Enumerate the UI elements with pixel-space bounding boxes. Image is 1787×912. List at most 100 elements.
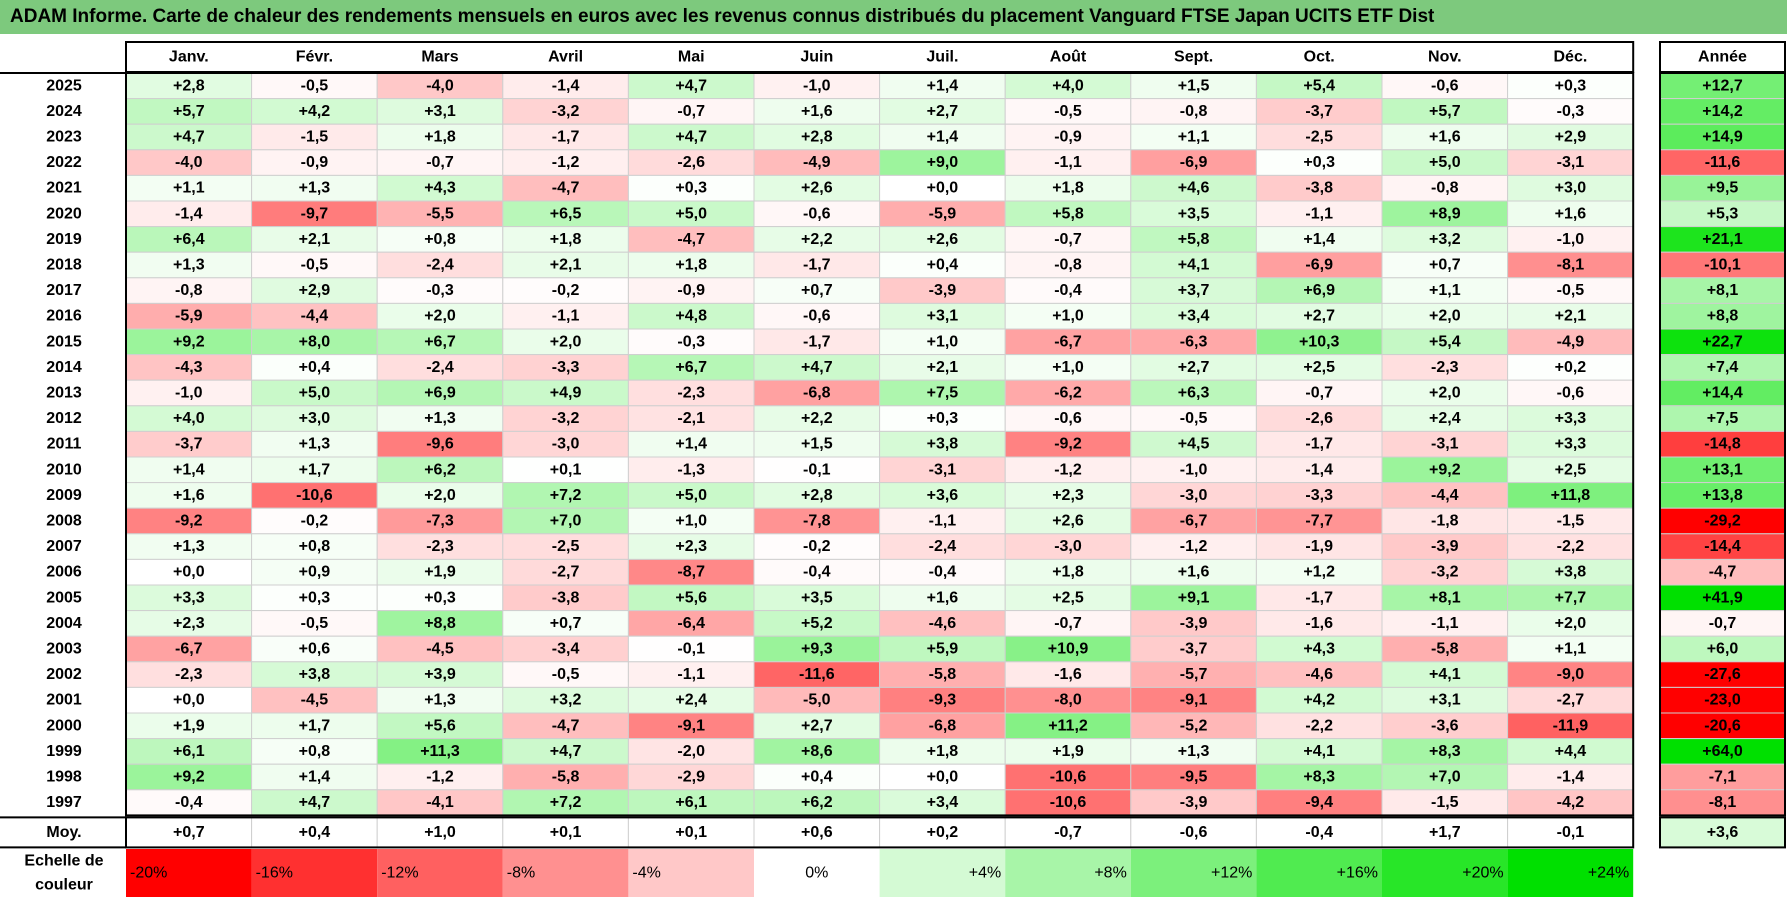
- heat-cell-1998-10: [1255, 763, 1383, 791]
- annual-cell-2008: [1659, 507, 1786, 535]
- cell-value-2023-1: +4,7: [173, 129, 205, 146]
- avg-value-4: +0,1: [550, 824, 582, 841]
- cell-value-2006-12: +3,8: [1555, 564, 1587, 581]
- cell-value-2025-4: -1,4: [552, 77, 580, 94]
- cell-value-2005-10: -1,7: [1305, 589, 1333, 606]
- month-header-11: Nov.: [1428, 49, 1461, 66]
- cell-value-2009-12: +11,8: [1551, 487, 1591, 504]
- cell-value-2007-4: -2,5: [552, 538, 580, 555]
- heat-cell-2023-4: [502, 123, 629, 151]
- cell-value-2016-10: +2,7: [1303, 308, 1335, 325]
- cell-value-2025-7: +1,4: [927, 77, 959, 94]
- heat-cell-2010-3: [376, 456, 504, 484]
- scale-label-1: -20%: [130, 865, 167, 882]
- cell-value-2018-7: +0,4: [927, 257, 959, 274]
- cell-value-2002-3: +3,9: [424, 666, 456, 683]
- cell-value-2019-3: +0,8: [424, 231, 456, 248]
- cell-value-2002-1: -2,3: [175, 666, 203, 683]
- cell-value-2010-10: -1,4: [1305, 461, 1333, 478]
- cell-value-2008-12: -1,5: [1557, 513, 1585, 530]
- scale-label-line2: couleur: [35, 877, 93, 894]
- annual-cell-1997: [1659, 789, 1786, 816]
- cell-value-2014-4: -3,3: [552, 359, 580, 376]
- heat-cell-2010-11: [1381, 456, 1509, 484]
- year-label-2003: 2003: [46, 641, 82, 658]
- heat-cell-2002-12: [1507, 661, 1634, 688]
- cell-value-1997-2: +4,7: [299, 794, 331, 811]
- heat-cell-2020-9: [1130, 200, 1257, 228]
- cell-value-2012-4: -3,2: [552, 410, 580, 427]
- annual-cell-2015: [1659, 328, 1786, 356]
- cell-value-2003-11: -5,8: [1431, 641, 1459, 658]
- cell-value-1997-5: +6,1: [675, 794, 707, 811]
- cell-value-2022-3: -0,7: [426, 154, 454, 171]
- cell-value-1999-6: +8,6: [801, 743, 833, 760]
- cell-value-2007-9: -1,2: [1180, 538, 1208, 555]
- cell-value-2010-3: +6,2: [424, 461, 456, 478]
- annual-cell-2005: [1659, 584, 1786, 612]
- cell-value-2009-10: -3,3: [1305, 487, 1333, 504]
- cell-value-2010-7: -3,1: [929, 461, 957, 478]
- heat-cell-2008-8: [1004, 507, 1132, 535]
- cell-value-2003-7: +5,9: [927, 641, 959, 658]
- cell-value-2015-7: +1,0: [927, 333, 959, 350]
- cell-value-2008-1: -9,2: [175, 513, 203, 530]
- heat-cell-2007-1: [125, 533, 253, 560]
- heat-cell-2005-1: [125, 584, 253, 612]
- cell-value-1997-9: -3,9: [1180, 794, 1208, 811]
- heat-cell-2017-11: [1381, 277, 1509, 304]
- cell-value-2009-3: +2,0: [424, 487, 456, 504]
- heat-cell-2007-11: [1381, 533, 1509, 560]
- scale-swatch-3: [377, 849, 503, 897]
- cell-value-1999-7: +1,8: [927, 743, 959, 760]
- heat-cell-2005-10: [1255, 584, 1383, 612]
- cell-value-2003-2: +0,6: [299, 641, 331, 658]
- cell-value-2024-6: +1,6: [801, 103, 833, 120]
- year-label-2000: 2000: [46, 717, 82, 734]
- heat-cell-2010-1: [125, 456, 253, 484]
- year-label-2022: 2022: [46, 154, 82, 171]
- cell-value-2018-2: -0,5: [301, 257, 329, 274]
- cell-value-2024-5: -0,7: [677, 103, 705, 120]
- cell-value-2004-10: -1,6: [1305, 615, 1333, 632]
- cell-value-2020-10: -1,1: [1305, 205, 1333, 222]
- heat-cell-2008-6: [753, 507, 881, 535]
- year-label-2023: 2023: [46, 129, 82, 146]
- cell-value-2019-7: +2,6: [927, 231, 959, 248]
- cell-value-2006-8: +1,8: [1052, 564, 1084, 581]
- cell-value-2011-5: +1,4: [675, 436, 707, 453]
- month-header-1: Janv.: [169, 49, 209, 66]
- heat-cell-2020-2: [251, 200, 378, 228]
- cell-value-1999-12: +4,4: [1555, 743, 1587, 760]
- cell-value-2006-5: -8,7: [677, 564, 705, 581]
- cell-value-2005-1: +3,3: [173, 589, 205, 606]
- cell-value-2008-8: +2,6: [1052, 513, 1084, 530]
- cell-value-2014-2: +0,4: [299, 359, 331, 376]
- heat-cell-1998-8: [1004, 763, 1132, 791]
- cell-value-2022-1: -4,0: [175, 154, 203, 171]
- avg-cell-8: [1004, 816, 1132, 848]
- cell-value-2024-7: +2,7: [927, 103, 959, 120]
- cell-value-2018-9: +4,1: [1178, 257, 1210, 274]
- heat-cell-2024-6: [753, 98, 881, 125]
- cell-value-2016-3: +2,0: [424, 308, 456, 325]
- avg-annual-cell: [1659, 816, 1786, 849]
- month-header-4: Avril: [548, 49, 583, 66]
- avg-value-9: -0,6: [1180, 824, 1208, 841]
- scale-swatch-8: [1005, 849, 1131, 897]
- heat-cell-2008-11: [1381, 507, 1509, 535]
- cell-value-1999-2: +0,8: [299, 743, 331, 760]
- cell-value-2002-6: -11,6: [799, 666, 835, 683]
- year-label-2018: 2018: [46, 257, 82, 274]
- heat-cell-2016-11: [1381, 302, 1509, 330]
- avg-value-1: +0,7: [173, 824, 205, 841]
- cell-value-2005-5: +5,6: [675, 589, 707, 606]
- annual-value-2022: -11,6: [1705, 154, 1741, 171]
- cell-value-2016-1: -5,9: [175, 308, 203, 325]
- cell-value-2001-6: -5,0: [803, 692, 831, 709]
- heat-cell-1998-4: [502, 763, 629, 791]
- cell-value-2002-12: -9,0: [1557, 666, 1585, 683]
- scale-swatch-5: [628, 849, 754, 897]
- cell-value-2019-11: +3,2: [1429, 231, 1461, 248]
- cell-value-2017-3: -0,3: [426, 282, 454, 299]
